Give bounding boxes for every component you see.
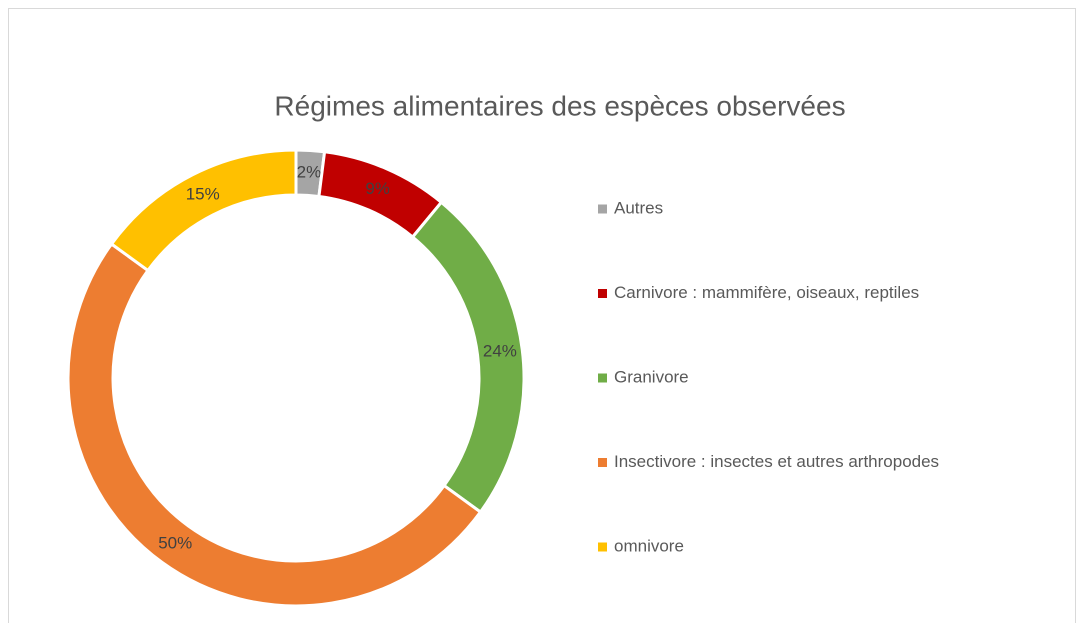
donut-segment xyxy=(109,148,298,273)
legend-label: Autres xyxy=(614,198,663,217)
chart-title: Régimes alimentaires des espèces observé… xyxy=(274,90,845,121)
data-label: 50% xyxy=(158,534,192,553)
legend-swatch xyxy=(598,458,607,467)
legend-swatch xyxy=(598,542,607,552)
legend-swatch xyxy=(598,289,607,298)
legend-swatch xyxy=(598,373,607,383)
data-label: 9% xyxy=(365,179,390,198)
data-label: 2% xyxy=(297,162,322,181)
data-label: 15% xyxy=(186,184,220,203)
legend-label: omnivore xyxy=(614,536,684,555)
donut-segment xyxy=(66,241,483,608)
data-label: 24% xyxy=(483,342,517,361)
legend-label: Granivore xyxy=(614,367,689,386)
legend-swatch xyxy=(598,204,607,214)
chart-frame xyxy=(8,8,1076,623)
legend-label: Insectivore : insectes et autres arthrop… xyxy=(614,452,939,471)
legend-label: Carnivore : mammifère, oiseaux, reptiles xyxy=(614,283,919,302)
